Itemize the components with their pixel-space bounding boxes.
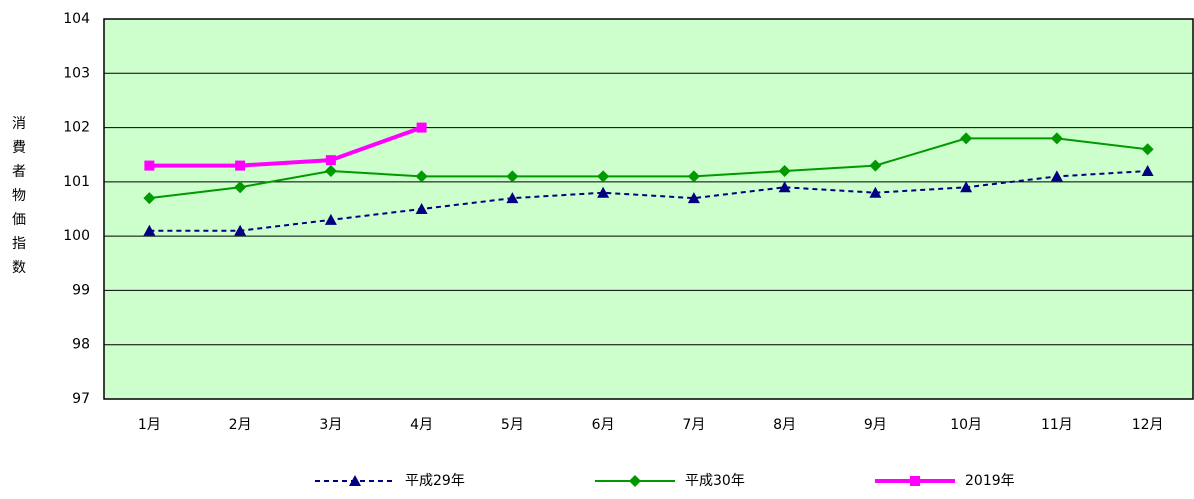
series-line — [149, 170, 1148, 232]
x-tick-label: 8月 — [773, 417, 796, 433]
x-tick-label: 4月 — [410, 417, 433, 433]
data-point — [415, 170, 428, 183]
data-point — [687, 192, 700, 204]
y-tick-label: 101 — [63, 174, 90, 190]
data-point — [234, 181, 247, 194]
data-point — [416, 122, 427, 133]
data-point — [778, 165, 791, 177]
x-tick-label: 7月 — [682, 417, 705, 433]
x-tick-label: 1月 — [138, 417, 161, 433]
plot-area — [104, 19, 1193, 399]
legend-label: 平成30年 — [685, 473, 745, 489]
legend-label: 2019年 — [965, 473, 1015, 489]
legend-marker — [629, 475, 641, 487]
data-point — [415, 203, 428, 214]
y-axis-label: 消費者物価指数 — [12, 116, 26, 276]
legend-label: 平成29年 — [405, 473, 465, 489]
data-point — [597, 170, 610, 183]
data-point — [778, 181, 791, 193]
y-tick-label: 102 — [63, 120, 90, 136]
data-point — [324, 165, 337, 177]
data-point — [506, 192, 519, 204]
y-tick-label: 104 — [63, 11, 90, 27]
y-tick-label: 99 — [72, 282, 90, 298]
data-point — [235, 160, 246, 171]
data-point — [1050, 132, 1063, 145]
data-point — [234, 224, 247, 236]
data-point — [1050, 170, 1063, 182]
legend-marker — [910, 476, 920, 486]
data-point — [144, 160, 155, 171]
data-point — [324, 213, 337, 225]
data-point — [143, 224, 156, 236]
x-tick-label: 2月 — [229, 417, 252, 433]
data-point — [1141, 143, 1154, 156]
plot-border — [103, 18, 1194, 400]
series-line — [149, 125, 423, 168]
x-tick-label: 10月 — [950, 417, 982, 433]
y-tick-label: 97 — [72, 391, 90, 407]
x-tick-label: 3月 — [319, 417, 342, 433]
data-point — [960, 132, 973, 145]
data-point — [869, 186, 882, 198]
x-tick-label: 11月 — [1041, 417, 1073, 433]
data-point — [597, 186, 610, 198]
data-point — [687, 170, 700, 183]
x-tick-label: 12月 — [1132, 417, 1164, 433]
data-point — [325, 155, 336, 166]
series-line — [149, 137, 1148, 200]
x-tick-label: 5月 — [501, 417, 524, 433]
data-point — [960, 181, 973, 193]
y-tick-label: 103 — [63, 65, 90, 81]
data-point — [869, 159, 882, 172]
y-tick-label: 100 — [63, 228, 90, 244]
data-point — [143, 192, 156, 205]
x-tick-label: 9月 — [864, 417, 887, 433]
x-tick-label: 6月 — [592, 417, 615, 433]
data-point — [1141, 165, 1154, 176]
data-point — [506, 170, 519, 183]
legend-marker — [349, 475, 361, 486]
y-tick-label: 98 — [72, 337, 90, 353]
